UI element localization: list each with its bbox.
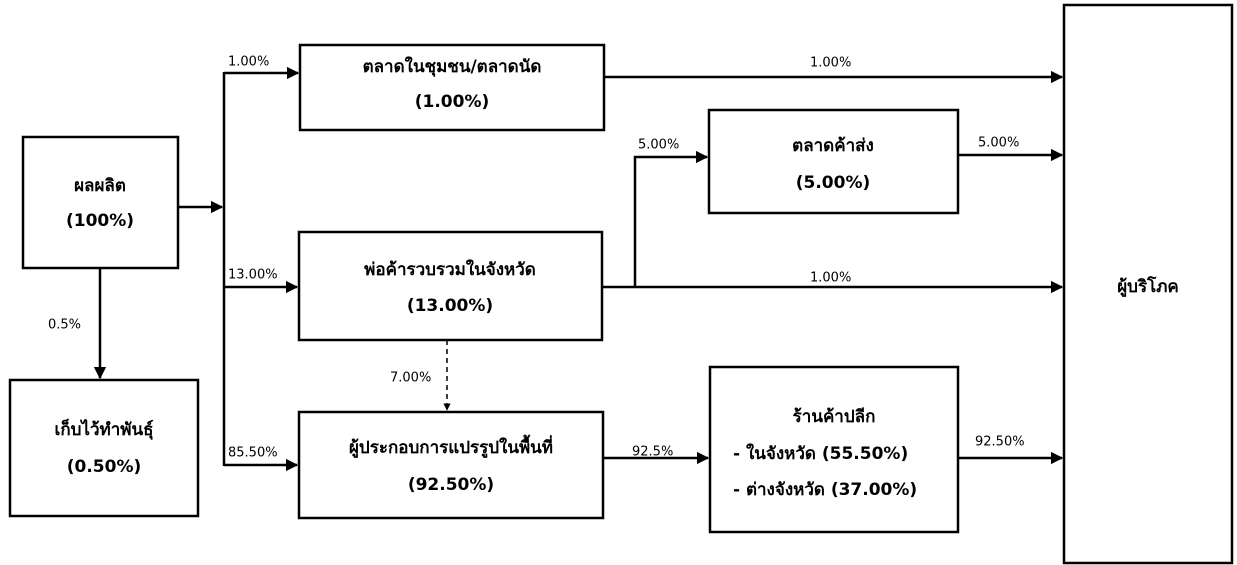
edge-label: 0.5%	[48, 318, 81, 333]
node-label: (0.50%)	[67, 457, 142, 477]
node-label: พ่อค้ารวบรวมในจังหวัด	[364, 259, 536, 280]
edge-label: 1.00%	[810, 271, 851, 286]
node-label: เก็บไว้ทำพันธุ์	[55, 417, 154, 440]
node-texts: ผลผลิต (100%) เก็บไว้ทำพันธุ์ (0.50%) ตล…	[55, 56, 1179, 500]
node-label: - ต่างจังหวัด (37.00%)	[733, 480, 917, 500]
edge-label: 92.5%	[632, 445, 673, 460]
node-box	[708, 365, 960, 534]
connectors	[93, 66, 1064, 472]
node-label: ผู้บริโภค	[1117, 276, 1179, 298]
node-label: (100%)	[66, 211, 134, 231]
edge-label: 5.00%	[638, 138, 679, 153]
node-box	[8, 378, 200, 518]
node-box	[297, 410, 605, 520]
edge-label: 1.00%	[228, 55, 269, 70]
node-box	[707, 108, 960, 215]
node-label: ร้านค้าปลีก	[793, 406, 876, 427]
edge-label: 7.00%	[390, 371, 431, 386]
node-box	[298, 43, 606, 132]
node-label: (13.00%)	[407, 296, 493, 316]
edge-label: 92.50%	[975, 435, 1025, 450]
node-label: (5.00%)	[796, 173, 871, 193]
node-label: - ในจังหวัด (55.50%)	[733, 443, 908, 464]
node-label: ตลาดในชุมชน/ตลาดนัด	[363, 56, 542, 77]
edge-labels: 0.5% 1.00% 13.00% 85.50% 1.00% 5.00% 1.0…	[48, 55, 1025, 461]
boxes	[8, 3, 1234, 565]
edge-label: 1.00%	[810, 56, 851, 71]
node-box	[1062, 3, 1234, 565]
node-label: (92.50%)	[408, 475, 494, 495]
node-label: ผู้ประกอบการแปรรูปในพื้นที่	[349, 434, 553, 459]
edge-label: 85.50%	[228, 446, 278, 461]
edge-label: 13.00%	[228, 268, 278, 283]
node-label: (1.00%)	[415, 92, 490, 112]
arrow	[633, 150, 709, 287]
node-label: ผลผลิต	[74, 176, 126, 196]
node-label: ตลาดค้าส่ง	[792, 136, 874, 156]
edge-label: 5.00%	[978, 136, 1019, 151]
node-box	[21, 135, 180, 270]
node-box	[297, 230, 604, 342]
